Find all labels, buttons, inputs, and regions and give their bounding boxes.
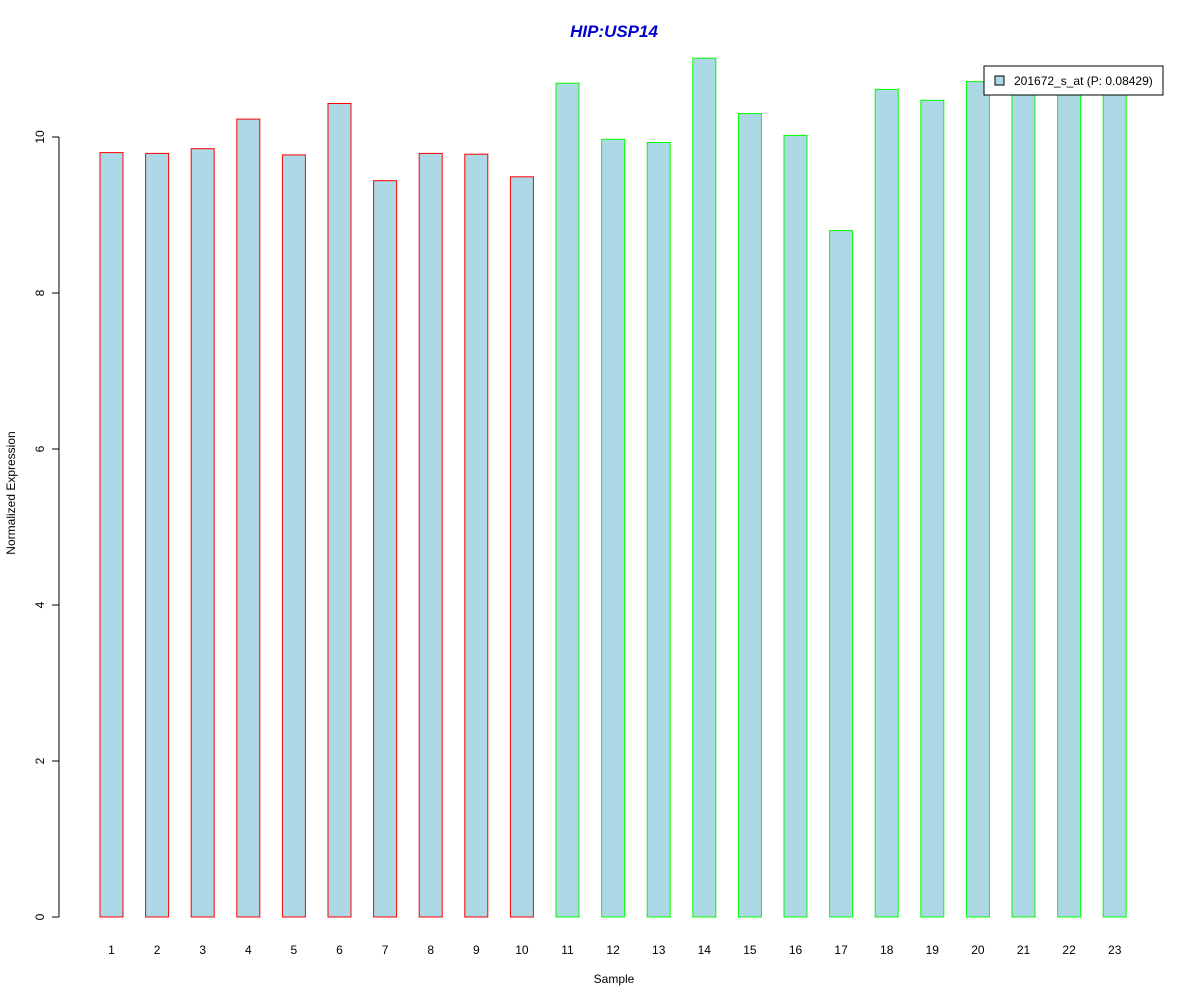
bar-sample-11	[555, 82, 580, 918]
bar-sample-1	[99, 152, 124, 918]
x-tick-label: 18	[880, 943, 894, 957]
x-tick-label: 17	[834, 943, 848, 957]
x-tick-label: 6	[336, 943, 343, 957]
bar-sample-20	[965, 81, 990, 918]
bar-sample-17	[829, 230, 854, 918]
y-tick-label: 2	[33, 757, 47, 764]
bar-sample-2	[145, 152, 170, 918]
x-tick-label: 12	[606, 943, 620, 957]
bar-sample-9	[464, 153, 489, 918]
bar-sample-4	[236, 118, 261, 918]
bar-sample-21	[1011, 89, 1036, 918]
bar-sample-8	[418, 152, 443, 918]
bar-sample-13	[646, 142, 671, 918]
y-tick-label: 4	[33, 601, 47, 608]
x-tick-label: 23	[1108, 943, 1122, 957]
bar-sample-19	[920, 99, 945, 918]
y-tick-label: 6	[33, 445, 47, 452]
bar-sample-16	[783, 134, 808, 918]
y-tick-label: 8	[33, 289, 47, 296]
bar-sample-3	[190, 148, 215, 918]
bar-sample-12	[601, 138, 626, 918]
x-tick-label: 21	[1017, 943, 1031, 957]
x-tick-label: 3	[199, 943, 206, 957]
bar-sample-6	[327, 103, 352, 918]
x-tick-label: 11	[561, 943, 574, 957]
x-tick-label: 5	[291, 943, 298, 957]
bar-sample-23	[1102, 89, 1127, 918]
x-tick-label: 13	[652, 943, 666, 957]
bar-sample-18	[874, 88, 899, 918]
y-axis: 0 2 4 6 8 10	[33, 130, 60, 920]
legend-entry: 201672_s_at (P: 0.08429)	[1014, 74, 1153, 88]
y-tick-label: 10	[33, 130, 47, 144]
x-tick-label: 15	[743, 943, 757, 957]
x-tick-label: 20	[971, 943, 985, 957]
chart-title: HIP:USP14	[570, 22, 658, 41]
bar-sample-22	[1057, 89, 1082, 918]
x-tick-label: 8	[427, 943, 434, 957]
x-tick-label: 2	[154, 943, 161, 957]
x-tick-label: 1	[108, 943, 115, 957]
legend: 201672_s_at (P: 0.08429)	[983, 65, 1164, 96]
legend-box	[983, 65, 1164, 96]
bar-sample-7	[373, 180, 398, 918]
x-tick-label: 7	[382, 943, 389, 957]
x-axis-label: Sample	[594, 972, 635, 986]
x-tick-label: 14	[698, 943, 712, 957]
x-tick-label: 16	[789, 943, 803, 957]
x-tick-label: 9	[473, 943, 480, 957]
y-tick-label: 0	[33, 913, 47, 920]
y-axis-label: Normalized Expression	[4, 431, 18, 554]
bar-sample-10	[509, 176, 534, 918]
x-tick-label: 10	[515, 943, 529, 957]
x-tick-labels: 1 2 3 4 5 6 7 8 9 10 11 12 13 14 15 16 17 18 19 20 21 22 23	[108, 943, 1122, 957]
x-tick-label: 22	[1062, 943, 1076, 957]
x-tick-label: 19	[926, 943, 940, 957]
bar-sample-14	[692, 57, 717, 918]
bars-group	[99, 57, 1127, 918]
bar-sample-15	[737, 113, 762, 918]
x-tick-label: 4	[245, 943, 252, 957]
legend-swatch	[994, 75, 1005, 86]
bar-sample-5	[281, 154, 306, 918]
